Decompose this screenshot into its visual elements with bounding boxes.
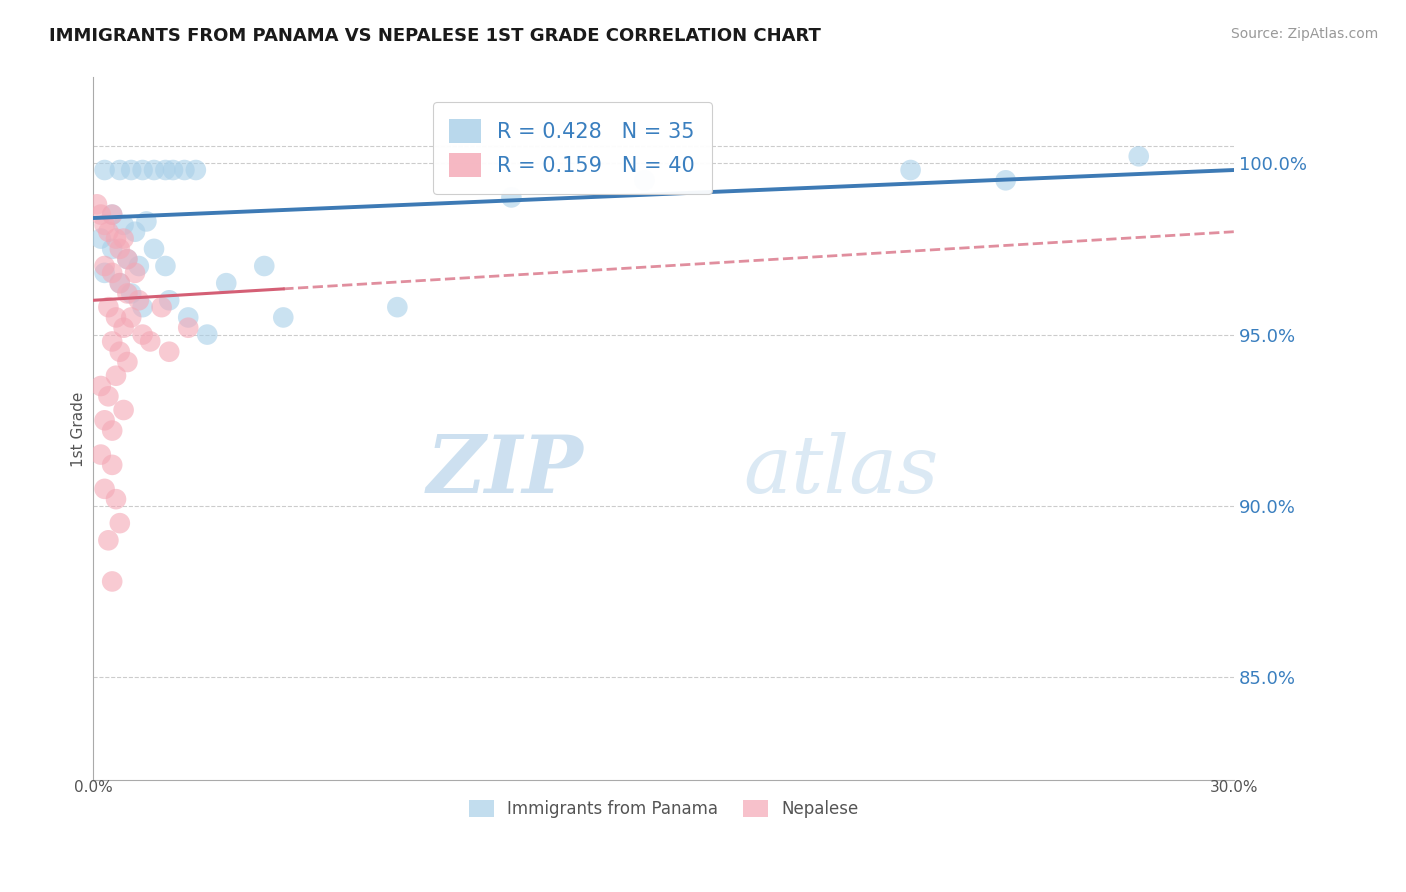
Point <box>93 482 115 496</box>
Point <box>97 300 120 314</box>
Point <box>112 218 135 232</box>
Point <box>101 242 124 256</box>
Point <box>97 225 120 239</box>
Point <box>93 163 115 178</box>
Point <box>90 208 112 222</box>
Point <box>155 259 177 273</box>
Point <box>143 242 166 256</box>
Point <box>900 163 922 178</box>
Point <box>1128 149 1150 163</box>
Point <box>112 403 135 417</box>
Point <box>97 389 120 403</box>
Point <box>124 225 146 239</box>
Point <box>157 293 180 308</box>
Text: 0.0%: 0.0% <box>73 780 112 796</box>
Point <box>195 327 218 342</box>
Point <box>387 300 409 314</box>
Point <box>105 368 128 383</box>
Point <box>117 286 139 301</box>
Point <box>101 266 124 280</box>
Point <box>139 334 162 349</box>
Point <box>108 516 131 530</box>
Point <box>108 276 131 290</box>
Point <box>173 163 195 178</box>
Point <box>124 266 146 280</box>
Point <box>108 242 131 256</box>
Text: Source: ZipAtlas.com: Source: ZipAtlas.com <box>1230 27 1378 41</box>
Point <box>112 231 135 245</box>
Point <box>117 355 139 369</box>
Point <box>101 458 124 472</box>
Point <box>143 163 166 178</box>
Point <box>253 259 276 273</box>
Point <box>105 231 128 245</box>
Point <box>120 310 142 325</box>
Point <box>117 252 139 267</box>
Point <box>112 320 135 334</box>
Point <box>128 293 150 308</box>
Point <box>101 208 124 222</box>
Point <box>131 327 153 342</box>
Point <box>93 266 115 280</box>
Point <box>155 163 177 178</box>
Point <box>162 163 184 178</box>
Point <box>93 218 115 232</box>
Point <box>101 334 124 349</box>
Text: atlas: atlas <box>744 433 939 510</box>
Point <box>108 344 131 359</box>
Point <box>101 574 124 589</box>
Point <box>177 310 200 325</box>
Point <box>101 424 124 438</box>
Point <box>90 448 112 462</box>
Point <box>501 190 523 204</box>
Text: ZIP: ZIP <box>427 433 583 510</box>
Point <box>120 163 142 178</box>
Point <box>120 286 142 301</box>
Point <box>108 276 131 290</box>
Point <box>271 310 294 325</box>
Point <box>135 214 157 228</box>
Point <box>105 310 128 325</box>
Point <box>90 379 112 393</box>
Point <box>177 320 200 334</box>
Point <box>157 344 180 359</box>
Point <box>117 252 139 267</box>
Point <box>215 276 238 290</box>
Text: IMMIGRANTS FROM PANAMA VS NEPALESE 1ST GRADE CORRELATION CHART: IMMIGRANTS FROM PANAMA VS NEPALESE 1ST G… <box>49 27 821 45</box>
Point <box>105 492 128 507</box>
Point <box>90 231 112 245</box>
Point <box>184 163 207 178</box>
Point <box>101 208 124 222</box>
Point <box>150 300 173 314</box>
Point <box>93 259 115 273</box>
Point <box>131 163 153 178</box>
Point <box>108 163 131 178</box>
Point <box>633 173 655 187</box>
Y-axis label: 1st Grade: 1st Grade <box>72 392 86 467</box>
Point <box>128 259 150 273</box>
Point <box>131 300 153 314</box>
Legend: Immigrants from Panama, Nepalese: Immigrants from Panama, Nepalese <box>461 793 865 825</box>
Point <box>994 173 1017 187</box>
Point <box>97 533 120 548</box>
Point <box>86 197 108 211</box>
Text: 30.0%: 30.0% <box>1209 780 1258 796</box>
Point <box>93 413 115 427</box>
